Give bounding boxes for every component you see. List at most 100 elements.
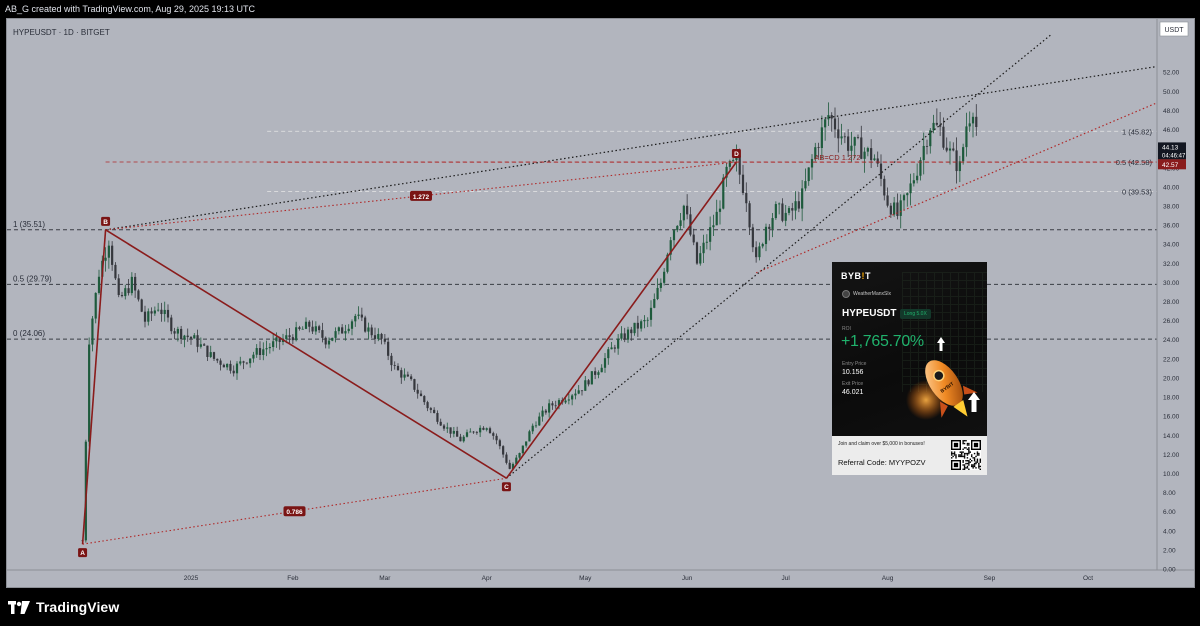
candle-body: [423, 396, 426, 403]
price-tick-label: 16.00: [1163, 414, 1180, 421]
candle-body: [695, 242, 699, 264]
candle-body: [955, 150, 958, 172]
candle-body: [610, 347, 613, 350]
pattern-point-label: B: [103, 219, 108, 226]
pattern-point-label: D: [734, 151, 739, 158]
candle-body: [699, 253, 702, 264]
candle-body: [603, 358, 607, 368]
candle-body: [830, 115, 833, 119]
candle-body: [971, 116, 975, 124]
candle-body: [975, 116, 978, 128]
candle-body: [387, 341, 390, 356]
time-tick-label: Aug: [882, 575, 894, 582]
candle-body: [968, 123, 971, 127]
candle-body: [879, 163, 883, 179]
candle-body: [528, 431, 531, 442]
trendline: [755, 102, 1158, 274]
candle-body: [117, 278, 120, 296]
candle-body: [160, 309, 163, 315]
candle-body: [873, 158, 876, 161]
currency-box: [1159, 21, 1189, 37]
candle-body: [91, 318, 94, 345]
candle-body: [774, 204, 777, 219]
candle-body: [751, 227, 754, 248]
candle-body: [354, 315, 357, 322]
price-tick-label: 34.00: [1163, 242, 1180, 249]
candle-body: [893, 202, 896, 215]
candle-body: [485, 428, 488, 430]
candle-body: [212, 352, 216, 359]
candle-body: [393, 365, 396, 366]
candle-body: [193, 335, 196, 339]
time-tick-label: 2025: [184, 575, 199, 582]
trader-avatar: [842, 290, 850, 298]
candle-body: [945, 147, 948, 151]
candle-body: [170, 317, 173, 332]
candle-body: [367, 327, 370, 332]
currency-label: USDT: [1164, 27, 1184, 34]
candle-body: [755, 247, 758, 258]
candle-body: [833, 118, 837, 130]
time-tick-label: Sep: [984, 575, 996, 582]
candle-body: [672, 230, 676, 241]
candle-body: [718, 208, 722, 212]
candle-body: [686, 205, 689, 215]
candle-body: [577, 390, 580, 394]
candle-body: [935, 122, 938, 125]
candle-body: [817, 147, 820, 148]
candle-body: [321, 330, 324, 338]
ratio-badge: [410, 190, 432, 201]
candle-body: [909, 183, 912, 194]
candle-body: [856, 137, 860, 138]
candle-body: [324, 337, 327, 345]
candle-body: [400, 370, 403, 378]
candle-body: [791, 208, 794, 211]
price-tick-label: 30.00: [1163, 280, 1180, 287]
candle-body: [258, 348, 262, 356]
time-tick-label: Feb: [287, 575, 299, 582]
time-tick-label: May: [579, 575, 592, 582]
candle-body: [364, 317, 367, 332]
chart-area[interactable]: 1 (35.51) 0.5 (29.79) 0 (24.06) 1 (45.82) 0.…: [6, 18, 1195, 588]
candle-body: [725, 166, 728, 178]
tradingview-wordmark: TradingView: [36, 599, 120, 615]
candle-body: [758, 246, 761, 258]
pattern-point-label: A: [80, 550, 85, 557]
candle-body: [275, 337, 278, 342]
promo-text: Join and claim over $5,000 in bonuses!: [838, 441, 925, 447]
candle-body: [114, 264, 117, 279]
candle-body: [278, 337, 281, 342]
candle-body: [594, 371, 597, 375]
candle-body: [656, 287, 659, 300]
pattern-point-label: C: [504, 484, 509, 491]
candle-body: [521, 445, 524, 454]
candle-body: [952, 148, 955, 151]
symbol-label[interactable]: HYPEUSDT · 1D · BITGET: [13, 28, 110, 37]
qr-code-icon: [951, 440, 981, 470]
candle-body: [735, 155, 738, 161]
candle-body: [245, 362, 248, 364]
price-tick-label: 12.00: [1163, 452, 1180, 459]
fib-level-label: 0 (24.06): [13, 329, 45, 338]
candle-body: [166, 309, 170, 318]
tradingview-logo[interactable]: TradingView: [8, 598, 119, 616]
ratio-line: [82, 477, 507, 545]
candle-body: [88, 344, 91, 442]
candle-body: [810, 158, 814, 168]
roi-value: +1,765.70%: [841, 333, 924, 350]
trendline: [105, 65, 1158, 231]
candle-body: [929, 130, 932, 147]
pattern-point-badge: [78, 548, 88, 558]
candle-body: [649, 307, 653, 320]
candle-body: [732, 160, 735, 161]
fib-level-label: 0.5 (42.58): [1116, 158, 1153, 167]
candle-body: [147, 311, 150, 322]
candle-body: [416, 389, 419, 394]
price-tick-label: 10.00: [1163, 471, 1180, 478]
candle-body: [396, 365, 400, 371]
position-badge: Long 5.0X: [900, 309, 931, 319]
candle-body: [630, 329, 633, 334]
price-chart[interactable]: 1 (35.51)0.5 (29.79)0 (24.06)1 (45.82)0.…: [7, 19, 1195, 588]
referral-code: Referral Code: MYYPOZV: [838, 458, 926, 467]
candle-body: [199, 344, 202, 347]
